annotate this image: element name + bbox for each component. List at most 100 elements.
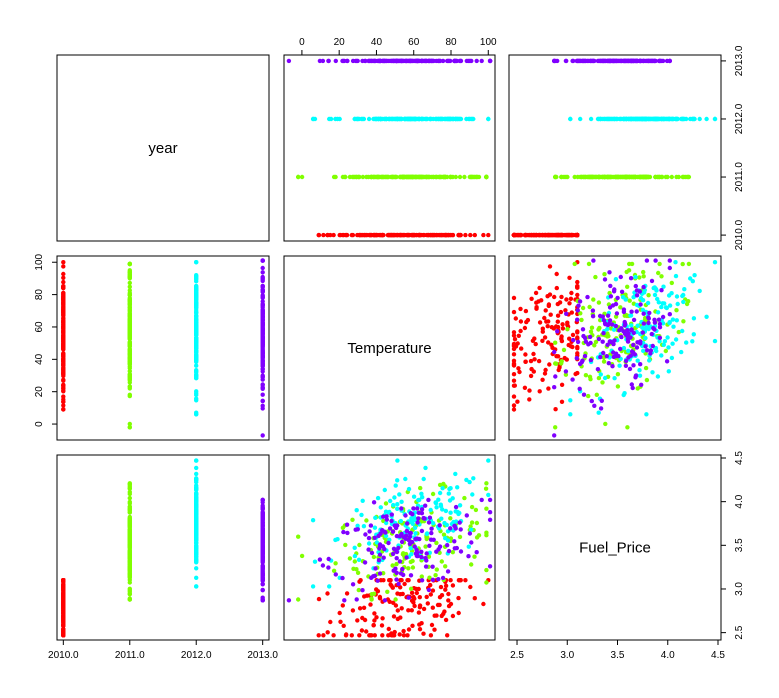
data-point <box>704 116 709 122</box>
data-point <box>359 628 365 633</box>
data-point <box>454 545 459 551</box>
data-point <box>590 308 596 313</box>
data-point <box>629 349 635 354</box>
data-point <box>613 301 619 307</box>
data-point <box>682 287 687 292</box>
data-point <box>431 521 436 526</box>
data-point <box>260 433 265 438</box>
data-point <box>422 516 427 521</box>
data-point <box>361 524 367 529</box>
data-point <box>555 324 561 330</box>
data-point <box>427 174 432 180</box>
data-point <box>194 554 199 559</box>
data-point <box>61 264 66 269</box>
data-point <box>127 518 132 523</box>
data-point <box>640 330 645 335</box>
data-point <box>456 610 461 616</box>
data-point <box>260 301 265 307</box>
data-point <box>666 293 672 298</box>
data-point <box>406 116 412 122</box>
data-point <box>458 549 464 554</box>
data-point <box>553 340 558 345</box>
data-point <box>411 494 417 499</box>
data-point <box>575 370 580 376</box>
data-point <box>316 633 321 638</box>
data-point <box>331 232 336 238</box>
data-point <box>260 587 265 593</box>
data-point <box>389 518 394 524</box>
data-point <box>375 174 380 180</box>
data-point <box>412 603 417 609</box>
data-point <box>417 605 423 610</box>
right-axis-year: 2010.0 2011.0 2012.0 2013.0 <box>720 45 745 250</box>
data-point <box>484 506 489 511</box>
data-point <box>395 478 400 483</box>
data-point <box>380 633 385 638</box>
data-point <box>511 407 517 412</box>
data-point <box>629 382 634 387</box>
right-axis-Fuel_Price: 2.5 3.0 3.5 4.0 4.5 <box>720 451 745 640</box>
data-point <box>481 232 486 238</box>
data-point <box>588 340 593 346</box>
data-point <box>652 58 657 64</box>
data-point <box>127 548 132 554</box>
data-point <box>458 578 463 583</box>
data-point <box>395 502 400 507</box>
data-point <box>342 598 347 603</box>
data-point <box>601 350 606 356</box>
data-point <box>659 353 664 358</box>
data-point <box>376 558 382 563</box>
data-point <box>399 578 404 583</box>
tick-label: 3.0 <box>560 650 574 661</box>
data-point <box>631 174 636 180</box>
data-point <box>127 333 132 338</box>
data-point <box>353 58 358 64</box>
data-point <box>667 58 672 64</box>
data-point <box>627 298 632 303</box>
data-point <box>327 116 332 122</box>
data-point <box>194 458 199 463</box>
data-point <box>624 312 629 318</box>
data-point <box>462 495 467 501</box>
data-point <box>511 341 517 347</box>
data-point <box>569 310 574 315</box>
data-point <box>596 410 601 415</box>
data-point <box>463 578 468 583</box>
data-point <box>412 525 418 530</box>
data-point <box>511 232 517 238</box>
data-point <box>518 306 523 312</box>
data-point <box>596 300 602 305</box>
data-point <box>615 372 621 377</box>
data-point <box>546 340 551 345</box>
data-point <box>552 349 557 355</box>
data-point <box>260 540 265 545</box>
data-point <box>384 517 389 522</box>
data-point <box>474 174 480 180</box>
data-point <box>468 232 473 238</box>
data-point <box>419 511 425 516</box>
data-point <box>260 349 265 354</box>
data-point <box>484 580 489 585</box>
data-point <box>398 518 404 524</box>
data-point <box>523 308 529 314</box>
data-point <box>127 481 132 486</box>
data-point <box>629 309 634 314</box>
data-point <box>406 608 411 613</box>
data-point <box>458 232 463 238</box>
data-point <box>424 551 429 556</box>
tick-label: 2013.0 <box>734 45 745 76</box>
data-point <box>194 343 199 349</box>
data-point <box>555 319 560 324</box>
data-point <box>407 534 413 539</box>
data-point <box>418 485 423 491</box>
data-point <box>529 232 534 238</box>
data-point <box>127 544 132 549</box>
data-point <box>415 553 420 559</box>
data-point <box>387 526 393 531</box>
data-point <box>373 566 378 571</box>
data-point <box>637 373 643 378</box>
data-point <box>61 598 66 603</box>
data-point <box>532 357 537 362</box>
data-point <box>61 602 66 607</box>
data-point <box>575 351 580 356</box>
